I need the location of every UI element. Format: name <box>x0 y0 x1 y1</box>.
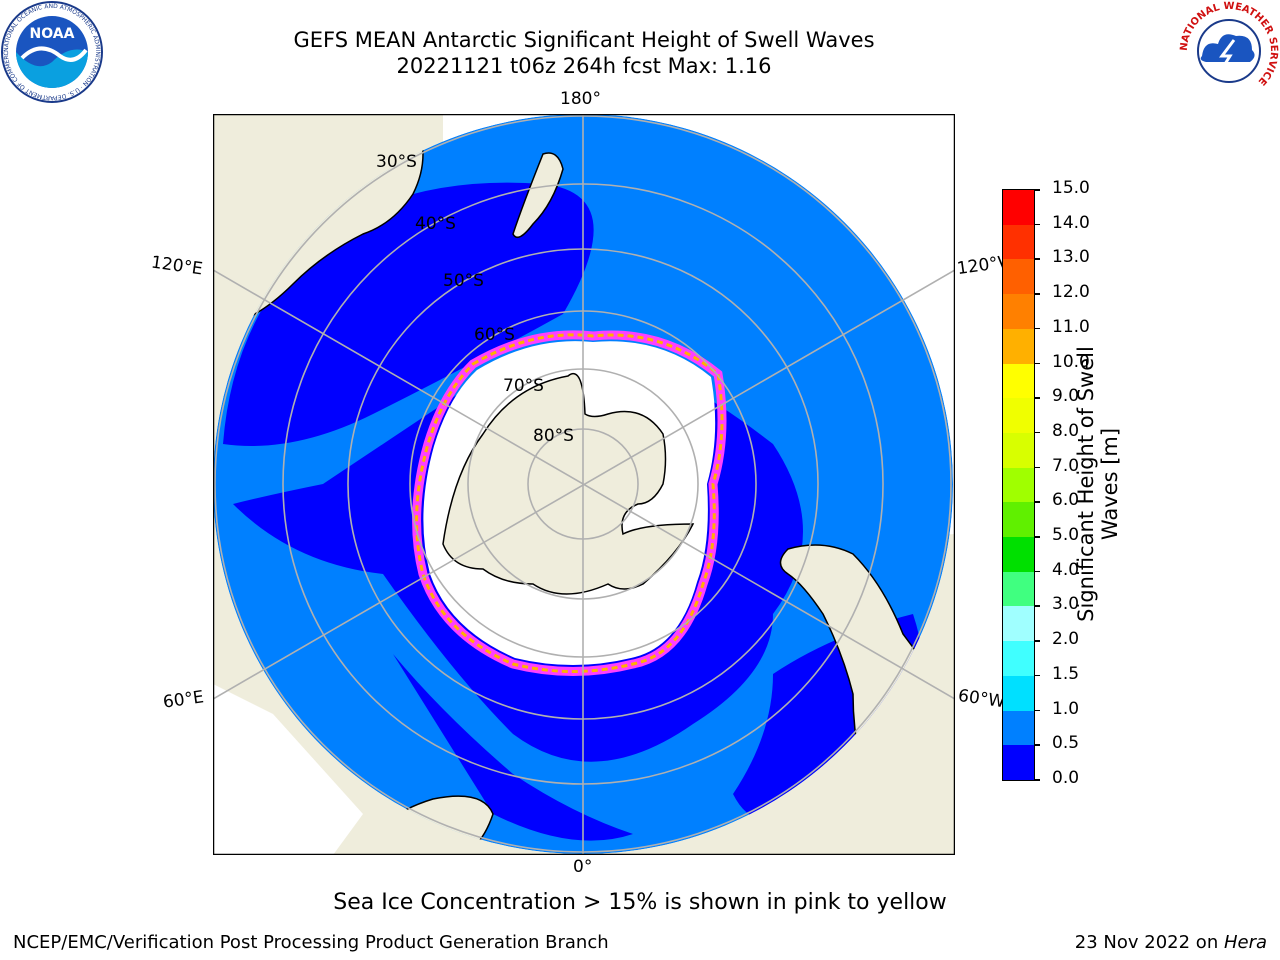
lon-label-120w: 120°W <box>955 252 1005 280</box>
footer-date: 23 Nov 2022 on Hera <box>1075 932 1267 953</box>
footer-credit: NCEP/EMC/Verification Post Processing Pr… <box>13 932 609 953</box>
lon-label-180: 180° <box>560 89 601 109</box>
colorbar-tick-label: 3.0 <box>1052 594 1080 615</box>
colorbar-tick-mark <box>1034 709 1040 712</box>
colorbar-tick-mark <box>1034 674 1040 677</box>
lat-label-80s: 80°S <box>533 426 574 446</box>
lon-label-0: 0° <box>573 857 593 877</box>
new-zealand <box>512 152 564 239</box>
colorbar-label: Significant Height of Swell Waves [m] <box>1074 284 1122 684</box>
lat-label-60s: 60°S <box>474 325 515 345</box>
colorbar-tick-label: 0.0 <box>1052 768 1080 788</box>
colorbar-tick-mark <box>1034 744 1040 746</box>
colorbar-tick-label: 15.0 <box>1052 178 1090 198</box>
colorbar-tick-mark <box>1034 640 1040 642</box>
lon-label-60w: 60°W <box>956 685 1006 713</box>
colorbar-segment <box>1003 259 1034 295</box>
lat-label-50s: 50°S <box>443 271 484 291</box>
caption: Sea Ice Concentration > 15% is shown in … <box>333 890 947 915</box>
colorbar-tick-label: 6.0 <box>1052 490 1080 511</box>
map-frame <box>213 114 955 855</box>
colorbar-tick-mark <box>1034 258 1040 260</box>
antarctica <box>442 373 695 595</box>
colorbar <box>1002 189 1035 781</box>
colorbar-tick-label: 2.0 <box>1052 629 1080 650</box>
colorbar-tick-label: 12.0 <box>1052 282 1090 303</box>
colorbar-tick-mark <box>1034 570 1040 573</box>
footer-host: Hera <box>1223 932 1267 953</box>
colorbar-segment <box>1003 641 1034 676</box>
noaa-logo: NATIONAL OCEANIC AND ATMOSPHERIC ADMINIS… <box>0 0 103 103</box>
colorbar-segment <box>1003 398 1034 433</box>
colorbar-tick-mark <box>1034 189 1040 191</box>
colorbar-tick-mark <box>1034 466 1040 469</box>
chart-title: GEFS MEAN Antarctic Significant Height o… <box>293 28 875 52</box>
colorbar-segment <box>1003 432 1034 468</box>
nws-logo: NATIONAL WEATHER SERVICE <box>1179 1 1279 100</box>
colorbar-segment <box>1003 328 1034 364</box>
colorbar-tick-label: 10.0 <box>1052 351 1090 372</box>
chart-subtitle: 20221121 t06z 264h fcst Max: 1.16 <box>396 54 772 78</box>
colorbar-segment <box>1003 224 1034 260</box>
colorbar-segment <box>1003 710 1034 746</box>
colorbar-tick-mark <box>1034 397 1040 399</box>
graticule <box>213 114 955 855</box>
colorbar-tick-label: 13.0 <box>1052 247 1090 268</box>
colorbar-tick-mark <box>1034 223 1040 226</box>
footer-date-text: 23 Nov 2022 on <box>1074 932 1224 953</box>
colorbar-segment <box>1003 294 1034 329</box>
colorbar-segment <box>1003 467 1034 503</box>
colorbar-tick-label: 4.0 <box>1052 559 1080 580</box>
colorbar-tick-label: 7.0 <box>1052 455 1080 476</box>
colorbar-tick-mark <box>1034 536 1040 538</box>
lon-label-60e: 60°E <box>161 687 206 713</box>
colorbar-tick-mark <box>1034 605 1040 607</box>
lat-label-40s: 40°S <box>415 214 456 234</box>
colorbar-tick-mark <box>1034 362 1040 365</box>
colorbar-segment <box>1003 675 1034 711</box>
low-swell-region <box>393 654 633 841</box>
colorbar-segment <box>1003 190 1034 225</box>
colorbar-tick-label: 1.5 <box>1052 663 1080 684</box>
colorbar-tick-mark <box>1034 293 1040 295</box>
colorbar-tick-mark <box>1034 327 1040 330</box>
colorbar-segment <box>1003 571 1034 607</box>
sea-ice-edge-inner <box>415 333 724 673</box>
colorbar-segment <box>1003 745 1034 780</box>
colorbar-tick-label: 14.0 <box>1052 212 1090 233</box>
colorbar-tick-label: 1.0 <box>1052 698 1080 719</box>
lat-label-70s: 70°S <box>503 376 544 396</box>
plot-background-lower-left <box>213 684 363 855</box>
colorbar-label-line1: Significant Height of Swell <box>1074 346 1098 622</box>
colorbar-segment <box>1003 502 1034 538</box>
colorbar-tick-label: 8.0 <box>1052 420 1080 441</box>
colorbar-tick-label: 0.5 <box>1052 733 1080 754</box>
colorbar-tick-mark <box>1034 501 1040 503</box>
noaa-logo-text: NOAA <box>30 26 75 42</box>
colorbar-segment <box>1003 363 1034 399</box>
lon-label-120e: 120°E <box>149 252 204 280</box>
colorbar-tick-mark <box>1034 779 1040 781</box>
meridian-60e-120w <box>213 269 955 700</box>
colorbar-segment <box>1003 606 1034 642</box>
colorbar-segment <box>1003 537 1034 572</box>
colorbar-tick-mark <box>1034 431 1040 434</box>
colorbar-label-line2: Waves [m] <box>1098 427 1122 541</box>
colorbar-ticks: 0.0 0.5 1.0 1.5 2.0 3.0 4.0 5.0 6.0 7.0 8.0 9.0 10.0… <box>1034 178 1094 788</box>
polar-map <box>213 114 955 855</box>
colorbar-tick-label: 5.0 <box>1052 525 1080 546</box>
lat-label-30s: 30°S <box>376 152 417 172</box>
colorbar-tick-label: 9.0 <box>1052 386 1080 407</box>
colorbar-tick-label: 11.0 <box>1052 316 1090 337</box>
